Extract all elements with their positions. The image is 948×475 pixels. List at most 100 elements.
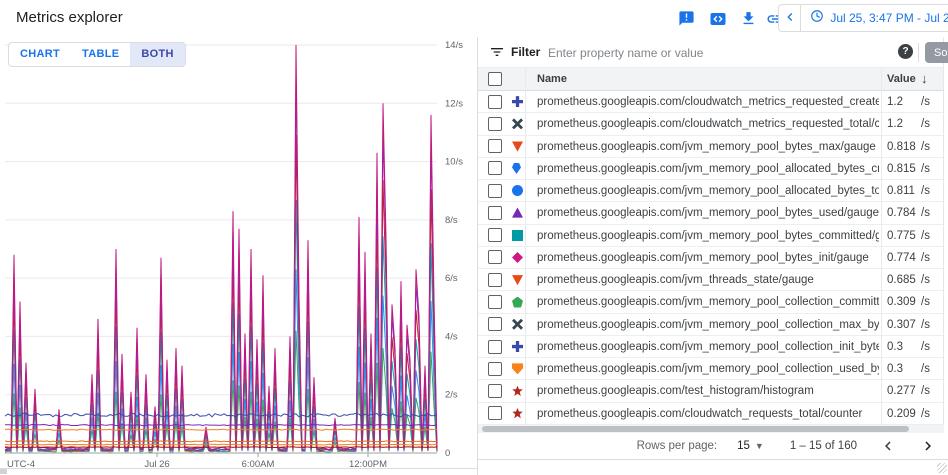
metric-value: 0.818 <box>887 140 916 153</box>
table-row[interactable]: prometheus.googleapis.com/jvm_memory_poo… <box>478 136 943 158</box>
select-all-checkbox[interactable] <box>488 72 502 86</box>
row-checkbox[interactable] <box>488 94 502 109</box>
sort-button[interactable]: Sort <box>925 42 948 63</box>
metric-name: prometheus.googleapis.com/jvm_threads_st… <box>537 274 814 287</box>
metric-value: 0.775 <box>887 229 916 242</box>
metric-name: prometheus.googleapis.com/jvm_memory_poo… <box>537 185 879 198</box>
resize-grip-icon[interactable] <box>937 463 947 473</box>
column-header-value[interactable]: Value <box>887 73 916 85</box>
metrics-table-panel: Filter ? Sort Name Value ↓ prometheus.go… <box>477 37 948 475</box>
clock-icon <box>810 9 824 28</box>
tab-table[interactable]: TABLE <box>82 48 120 60</box>
metric-value: 0.774 <box>887 251 916 264</box>
time-range-button[interactable]: Jul 25, 3:47 PM - Jul 26, 3:4 <box>801 5 948 31</box>
svg-text:8/s: 8/s <box>445 215 458 226</box>
row-checkbox[interactable] <box>488 361 502 376</box>
metric-unit: /s <box>921 296 930 309</box>
download-icon[interactable] <box>740 10 758 28</box>
row-checkbox[interactable] <box>488 250 502 265</box>
table-row[interactable]: prometheus.googleapis.com/jvm_memory_poo… <box>478 358 943 381</box>
series-marker-icon <box>512 407 523 419</box>
series-marker-icon <box>512 318 523 330</box>
metrics-rows: prometheus.googleapis.com/cloudwatch_met… <box>478 91 944 425</box>
svg-text:10/s: 10/s <box>445 157 463 168</box>
metric-name: prometheus.googleapis.com/jvm_memory_poo… <box>537 296 879 309</box>
table-row[interactable]: prometheus.googleapis.com/jvm_memory_poo… <box>478 247 943 270</box>
metric-unit: /s <box>921 162 930 175</box>
metric-name: prometheus.googleapis.com/cloudwatch_req… <box>537 407 863 420</box>
table-row[interactable]: prometheus.googleapis.com/cloudwatch_met… <box>478 113 943 136</box>
metric-unit: /s <box>921 407 930 420</box>
table-row[interactable]: prometheus.googleapis.com/cloudwatch_met… <box>478 91 943 114</box>
page-title: Metrics explorer <box>16 9 123 26</box>
feedback-icon[interactable] <box>678 10 696 28</box>
next-page-button[interactable] <box>919 437 937 455</box>
row-checkbox[interactable] <box>488 139 502 154</box>
row-checkbox[interactable] <box>488 161 502 176</box>
pagination-bar: Rows per page: 15 ▼ 1 – 15 of 160 <box>478 433 948 460</box>
table-row[interactable]: prometheus.googleapis.com/jvm_memory_poo… <box>478 158 943 181</box>
metric-value: 0.3 <box>887 340 903 353</box>
tab-chart[interactable]: CHART <box>20 48 60 60</box>
row-checkbox[interactable] <box>488 183 502 198</box>
table-row[interactable]: prometheus.googleapis.com/cloudwatch_req… <box>478 403 943 425</box>
metric-unit: /s <box>921 229 930 242</box>
row-checkbox[interactable] <box>488 406 502 421</box>
sort-descending-icon[interactable]: ↓ <box>921 71 928 86</box>
row-checkbox[interactable] <box>488 116 502 131</box>
filter-input[interactable] <box>546 41 880 65</box>
code-icon[interactable] <box>709 10 727 28</box>
table-row[interactable]: prometheus.googleapis.com/jvm_memory_poo… <box>478 291 943 314</box>
series-marker-icon <box>512 118 523 130</box>
metric-value: 0.685 <box>887 274 916 287</box>
column-header-name[interactable]: Name <box>537 73 567 85</box>
chevron-left-icon <box>782 9 798 28</box>
timeseries-chart[interactable]: 14/s 12/s 10/s 8/s 6/s 4/s 2/s 0 Jul 26 6:00AM 12:… <box>4 40 470 470</box>
series-marker-icon <box>512 251 523 263</box>
help-icon[interactable]: ? <box>898 44 913 59</box>
table-row[interactable]: prometheus.googleapis.com/test_histogram… <box>478 380 943 403</box>
table-row[interactable]: prometheus.googleapis.com/jvm_memory_poo… <box>478 314 943 336</box>
row-checkbox[interactable] <box>488 384 502 399</box>
row-checkbox[interactable] <box>488 295 502 310</box>
metric-name: prometheus.googleapis.com/jvm_memory_poo… <box>537 207 879 220</box>
svg-text:14/s: 14/s <box>445 40 463 51</box>
svg-text:Jul 26: Jul 26 <box>144 459 169 470</box>
row-checkbox[interactable] <box>488 272 502 287</box>
metric-value: 0.811 <box>887 185 915 198</box>
svg-text:6/s: 6/s <box>445 273 458 284</box>
filter-label: Filter <box>511 45 541 59</box>
series-marker-icon <box>512 229 523 241</box>
horizontal-scrollbar[interactable] <box>478 425 944 433</box>
metric-name: prometheus.googleapis.com/cloudwatch_met… <box>537 96 879 108</box>
metric-value: 0.307 <box>887 318 916 331</box>
row-checkbox[interactable] <box>488 228 502 243</box>
metric-unit: /s <box>921 96 930 108</box>
row-checkbox[interactable] <box>488 205 502 220</box>
scrollbar-thumb[interactable] <box>482 426 909 432</box>
collapse-panel-button[interactable] <box>779 5 802 31</box>
series-marker-icon <box>512 96 523 108</box>
series-marker-icon <box>512 363 523 375</box>
metric-unit: /s <box>921 340 930 353</box>
table-row[interactable]: prometheus.googleapis.com/jvm_memory_poo… <box>478 225 943 247</box>
row-checkbox[interactable] <box>488 339 502 354</box>
metric-value: 0.815 <box>887 162 916 175</box>
table-row[interactable]: prometheus.googleapis.com/jvm_memory_poo… <box>478 336 943 359</box>
link-icon[interactable] <box>766 10 784 28</box>
metric-unit: /s <box>921 318 930 331</box>
tab-both[interactable]: BOTH <box>130 43 185 66</box>
row-checkbox[interactable] <box>488 317 502 332</box>
table-row[interactable]: prometheus.googleapis.com/jvm_memory_poo… <box>478 202 943 225</box>
metric-unit: /s <box>921 251 930 264</box>
rows-per-page-select[interactable]: 15 ▼ <box>737 440 764 452</box>
table-row[interactable]: prometheus.googleapis.com/jvm_threads_st… <box>478 269 943 292</box>
series-marker-icon <box>512 341 523 353</box>
metric-name: prometheus.googleapis.com/jvm_memory_poo… <box>537 363 879 376</box>
svg-text:6:00AM: 6:00AM <box>242 459 275 470</box>
table-row[interactable]: prometheus.googleapis.com/jvm_memory_poo… <box>478 180 943 203</box>
previous-page-button[interactable] <box>879 437 897 455</box>
filter-bar: Filter ? Sort <box>478 37 948 68</box>
top-bar: Metrics explorer Jul 25, 3:47 PM - Jul 2… <box>0 0 948 38</box>
metric-value: 0.784 <box>887 207 916 220</box>
